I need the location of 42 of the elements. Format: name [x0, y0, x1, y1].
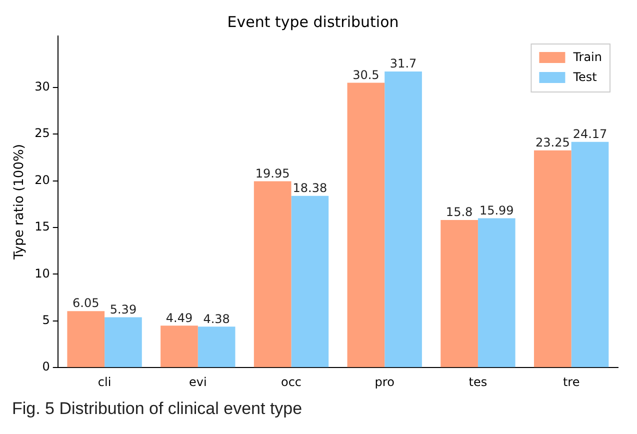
- legend-label: Train: [572, 50, 602, 64]
- data-label: 24.17: [572, 126, 608, 141]
- y-tick-label: 25: [34, 126, 50, 140]
- chart-title: Event type distribution: [227, 12, 399, 31]
- data-label: 18.38: [292, 181, 328, 196]
- data-label: 15.99: [479, 203, 514, 218]
- data-label: 31.7: [390, 56, 417, 71]
- data-label: 4.38: [203, 312, 230, 326]
- y-tick-label: 15: [34, 220, 50, 234]
- y-tick-label: 0: [42, 360, 50, 374]
- data-label: 23.25: [535, 136, 570, 150]
- y-tick-label: 5: [42, 313, 50, 328]
- x-tick-label: occ: [280, 374, 302, 389]
- bar: [440, 220, 478, 368]
- bar: [67, 311, 105, 368]
- bar: [254, 181, 292, 368]
- y-tick-label: 10: [34, 266, 50, 280]
- bar: [571, 142, 609, 368]
- data-label: 4.49: [166, 310, 193, 325]
- caption: Fig. 5 Distribution of clinical event type: [12, 399, 304, 419]
- bar: [534, 150, 572, 368]
- bar: [478, 218, 516, 368]
- bar: [160, 326, 198, 368]
- bar: [384, 71, 422, 368]
- data-label: 6.05: [72, 296, 100, 310]
- x-tick-label: cli: [98, 374, 112, 389]
- y-tick-label: 20: [34, 172, 50, 187]
- data-label: 19.95: [255, 166, 290, 180]
- data-label: 5.39: [110, 302, 137, 316]
- bar: [347, 82, 385, 368]
- x-tick-label: evi: [188, 374, 207, 389]
- bar: [104, 317, 142, 368]
- x-tick-label: tre: [562, 374, 580, 389]
- bar: [291, 196, 329, 368]
- x-tick-label: pro: [374, 374, 394, 389]
- data-label: 15.8: [446, 205, 473, 220]
- y-axis-title: Type ratio (100%): [12, 144, 28, 261]
- bar: [198, 326, 236, 368]
- legend-label: Test: [572, 70, 598, 84]
- y-tick-label: 30: [34, 80, 50, 94]
- data-label: 30.5: [352, 68, 380, 82]
- x-tick-label: tes: [468, 374, 488, 389]
